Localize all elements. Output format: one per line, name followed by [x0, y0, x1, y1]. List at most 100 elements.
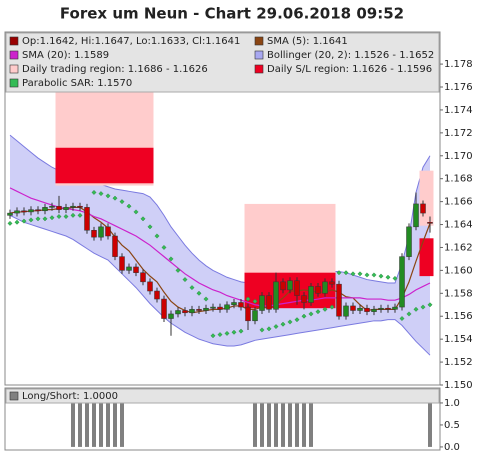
sar-dot: [350, 271, 356, 277]
legend-swatch: [254, 50, 264, 60]
sar-dot: [427, 302, 433, 308]
candle-body: [91, 230, 97, 238]
legend-box: [5, 32, 440, 93]
legend-swatch: [9, 64, 19, 74]
candle-body: [280, 281, 286, 291]
y-tick-label: 1.164: [444, 220, 473, 231]
candle-body: [399, 256, 405, 308]
sar-dot: [245, 296, 251, 302]
y-tick-label: 1.168: [444, 174, 473, 185]
sar-dot: [56, 214, 62, 220]
candle-body: [77, 205, 83, 208]
candle-body: [126, 266, 132, 271]
region: [69, 147, 77, 184]
candle-body: [119, 256, 125, 271]
region: [118, 147, 126, 184]
legend-label: Bollinger (20, 2): 1.1526 - 1.1652: [267, 50, 434, 61]
legend-swatch: [254, 64, 264, 74]
long-short-bar: [267, 402, 271, 447]
sar-dot: [126, 203, 132, 209]
sar-dot: [322, 306, 328, 312]
candle-body: [84, 207, 90, 231]
sar-dot: [203, 296, 209, 302]
region: [426, 170, 434, 226]
sar-dot: [231, 329, 237, 335]
region: [118, 75, 126, 186]
sar-dot: [7, 220, 13, 226]
sar-dot: [406, 311, 412, 317]
candle-body: [413, 203, 419, 228]
legend-label: Op:1.1642, Hi:1.1647, Lo:1.1633, Cl:1.16…: [22, 36, 240, 47]
candle-body: [168, 313, 174, 319]
legend-swatch: [9, 391, 19, 401]
candle-body: [28, 209, 34, 213]
sar-dot: [147, 224, 153, 230]
region: [125, 75, 133, 186]
candle-body: [21, 210, 27, 213]
sar-dot: [77, 212, 83, 218]
sar-dot: [224, 330, 230, 336]
legend-swatch: [9, 36, 19, 46]
long-short-bar: [85, 402, 89, 447]
sar-dot: [42, 216, 48, 222]
candle-body: [7, 212, 13, 216]
sar-dot: [140, 216, 146, 222]
y-tick-label: 1.150: [444, 380, 473, 391]
candle-body: [385, 307, 391, 310]
region: [97, 147, 105, 184]
region: [132, 75, 140, 186]
region: [83, 75, 91, 186]
sar-dot: [364, 272, 370, 278]
y-tick-label: 1.0: [444, 398, 460, 409]
y-tick-label: 1.156: [444, 311, 473, 322]
sar-dot: [28, 217, 34, 223]
candle-body: [175, 310, 181, 315]
region: [104, 75, 112, 186]
region: [419, 170, 427, 226]
sar-dot: [98, 191, 104, 197]
candle-body: [287, 280, 293, 291]
region: [55, 75, 63, 186]
candle-body: [294, 280, 300, 296]
sar-dot: [189, 285, 195, 291]
region: [419, 238, 427, 277]
sar-dot: [168, 256, 174, 262]
legend-box: [5, 388, 440, 404]
long-short-bar: [106, 402, 110, 447]
legend-label: SMA (20): 1.1589: [22, 50, 109, 61]
region: [300, 203, 308, 277]
region: [244, 272, 252, 309]
candle-body: [231, 302, 237, 306]
long-short-bar: [281, 402, 285, 447]
sar-dot: [112, 195, 118, 201]
sar-dot: [259, 327, 265, 333]
candle-body: [427, 222, 433, 224]
region: [62, 75, 70, 186]
region: [132, 147, 140, 184]
region: [251, 272, 259, 309]
region: [76, 147, 84, 184]
long-short-bar: [113, 402, 117, 447]
candle-body: [378, 307, 384, 310]
candle-body: [252, 310, 258, 322]
sar-dot: [252, 298, 258, 304]
region: [146, 147, 154, 184]
region: [258, 203, 266, 277]
region: [83, 147, 91, 184]
long-short-bar: [309, 402, 313, 447]
sar-dot: [238, 328, 244, 334]
long-short-bar: [253, 402, 257, 447]
candle-body: [357, 307, 363, 311]
long-short-bar: [78, 402, 82, 447]
candle-body: [42, 207, 48, 212]
candle-body: [210, 306, 216, 309]
sar-dot: [133, 209, 139, 215]
sar-dot: [196, 290, 202, 296]
candle-body: [133, 266, 139, 273]
legend-label: Daily trading region: 1.1686 - 1.1626: [22, 64, 208, 75]
sar-dot: [210, 333, 216, 339]
sar-dot: [413, 306, 419, 312]
region: [76, 75, 84, 186]
y-tick-label: 1.166: [444, 197, 473, 208]
